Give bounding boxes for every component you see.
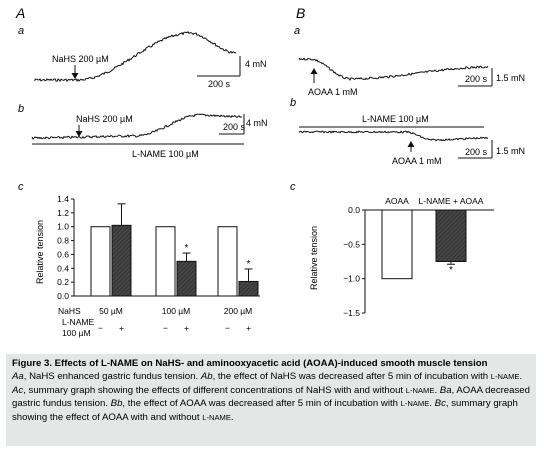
chart-Ac-group-label: 50 µM <box>99 306 123 316</box>
trace-Ba-marker-label: AOAA 1 mM <box>308 87 358 97</box>
chart-Ac-significance-star: * <box>247 259 251 270</box>
chart-Bc-bar <box>381 209 413 280</box>
trace-Aa-scale-bar <box>197 56 241 77</box>
chart-Ac-row-label-nahs: NaHS <box>58 306 81 316</box>
chart-Bc-y-tick-label: −1.5 <box>343 308 360 318</box>
caption-label-Ab: Ab <box>200 371 213 383</box>
chart-Ac-group-label: 100 µM <box>162 306 191 316</box>
chart-Bc-y-tick-label: −0.5 <box>343 239 360 249</box>
chart-Bc-bar <box>435 209 467 262</box>
panel-label-A: A <box>15 5 25 21</box>
figure-caption: Figure 3. Effects of L-NAME on NaHS- and… <box>6 354 536 446</box>
chart-Ac-lname-sign: + <box>246 323 251 333</box>
chart-Ac-lname-sign: + <box>119 323 124 333</box>
trace-Ab <box>31 113 243 140</box>
panel-label-Ac: c <box>18 181 24 193</box>
caption-label-Bc: Bc <box>434 398 446 410</box>
caption-text-Bc: , summary graph showing the effect of AO… <box>12 398 518 423</box>
caption-lname: L-NAME <box>405 385 435 395</box>
chart-Ac-bar <box>155 226 176 297</box>
arrow-up-icon <box>310 68 318 83</box>
chart-Ac-group-label: 200 µM <box>224 306 253 316</box>
trace-Aa-scale-y: 4 mN <box>245 59 267 69</box>
caption-lname: L-NAME <box>202 412 231 422</box>
caption-text-Ac: , summary graph showing the effects of d… <box>23 384 406 396</box>
arrow-down-icon <box>75 125 83 137</box>
chart-Bc-ylabel: Relative tension <box>309 226 319 290</box>
chart-Ac-y-tick-label: 1.2 <box>57 208 69 218</box>
panel-label-Ab: b <box>18 103 24 115</box>
arrow-down-icon <box>71 65 79 79</box>
caption-text-Bb: , the effect of AOAA was decreased after… <box>122 398 401 410</box>
chart-Ac-y-tick-label: 0.4 <box>57 263 69 273</box>
caption-label-Ba: Ba <box>439 384 452 396</box>
caption-text-Ab: , the effect of NaHS was decreased after… <box>212 371 491 383</box>
arrow-up-icon <box>407 141 415 152</box>
caption-label-Ac: Ac <box>12 384 24 396</box>
caption-label-Aa: Aa <box>12 371 24 383</box>
chart-Ac-row-label-lname: L-NAME <box>62 317 94 327</box>
chart-Ac-lname-sign: + <box>184 323 189 333</box>
chart-Ac-bar <box>90 226 111 297</box>
chart-Ac-y-tick-label: 0.2 <box>57 277 69 287</box>
chart-Bc-significance-star: * <box>449 265 453 276</box>
chart-Bc-y-tick-label: −1.0 <box>343 274 360 284</box>
chart-Ac-ylabel: Relative tension <box>35 220 45 284</box>
trace-Bb-scale-bar <box>458 140 493 159</box>
panel-label-Bb: b <box>290 97 296 109</box>
chart-Ac-bar <box>176 260 197 297</box>
chart-Bc-y-tick-label: 0.0 <box>348 205 360 215</box>
trace-Aa <box>33 31 237 82</box>
chart-Ac-significance-star: * <box>185 243 189 254</box>
chart-Ac-y-tick-label: 1.0 <box>57 222 69 232</box>
chart-Ac-lname-sign: − <box>163 323 168 333</box>
trace-Ba-scale-y: 1.5 mN <box>496 73 525 83</box>
chart-Ac-bar <box>217 226 238 297</box>
chart-Ac-bar <box>111 224 132 297</box>
chart-Ac: 0.0 0.2 0.4 0.6 0.8 1.0 1.2 1.4 − +50 µM − * +100 µM… <box>57 194 260 333</box>
caption-title: Figure 3. Effects of L-NAME on NaHS- and… <box>12 358 488 369</box>
trace-Ab-treatment-label: L-NAME 100 µM <box>132 149 199 159</box>
trace-Ba-scale-bar <box>458 68 493 87</box>
chart-Bc: 0.0 −0.5 −1.0 −1.5 * AOAA L-NAME + AOAA <box>343 196 494 318</box>
panel-label-Ba: a <box>294 25 300 37</box>
caption-text-Ba: , AOAA decreased gastric fundus tension. <box>12 384 530 410</box>
panel-label-B: B <box>296 5 305 21</box>
chart-Ac-y-tick-label: 0.6 <box>57 249 69 259</box>
trace-Bb-marker-label: AOAA 1 mM <box>392 156 442 166</box>
panel-label-Aa: a <box>18 25 24 37</box>
trace-Bb <box>298 130 489 142</box>
trace-Ab-scale-bar <box>219 114 245 135</box>
caption-lname: L-NAME <box>400 399 430 409</box>
chart-Bc-category-label: L-NAME + AOAA <box>419 196 484 206</box>
chart-Ac-row-label-lname-conc: 100 µM <box>62 328 91 338</box>
chart-Ac-y-tick-label: 1.4 <box>57 194 69 204</box>
trace-Ab-scale-x: 200 s <box>223 122 246 132</box>
chart-Bc-category-label: AOAA <box>385 196 409 206</box>
trace-Ba <box>298 57 489 81</box>
chart-Ac-lname-sign: − <box>225 323 230 333</box>
figure-graphics: A B a b c a b c NaHS 200 µM 4 mN 200 s N… <box>15 5 525 338</box>
trace-Ab-marker-label: NaHS 200 µM <box>76 114 133 124</box>
caption-text-Aa: , NaHS enhanced gastric fundus tension. <box>23 371 201 383</box>
trace-Ab-scale-y: 4 mN <box>246 118 268 128</box>
trace-Aa-scale-x: 200 s <box>208 79 231 89</box>
trace-Bb-treatment-label: L-NAME 100 µM <box>362 114 429 124</box>
chart-Ac-lname-sign: − <box>98 323 103 333</box>
chart-Ac-y-tick-label: 0.0 <box>57 291 69 301</box>
trace-Bb-scale-x: 200 s <box>465 147 488 157</box>
chart-Ac-y-tick-label: 0.8 <box>57 236 69 246</box>
caption-label-Bb: Bb <box>110 398 123 410</box>
chart-Ac-bar <box>238 280 259 297</box>
trace-Ba-scale-x: 200 s <box>465 74 488 84</box>
panel-label-Bc: c <box>290 181 296 193</box>
caption-lname: L-NAME <box>490 372 520 382</box>
caption-body: Aa, NaHS enhanced gastric fundus tension… <box>12 371 530 423</box>
trace-Aa-marker-label: NaHS 200 µM <box>52 54 109 64</box>
trace-Bb-scale-y: 1.5 mN <box>496 146 525 156</box>
